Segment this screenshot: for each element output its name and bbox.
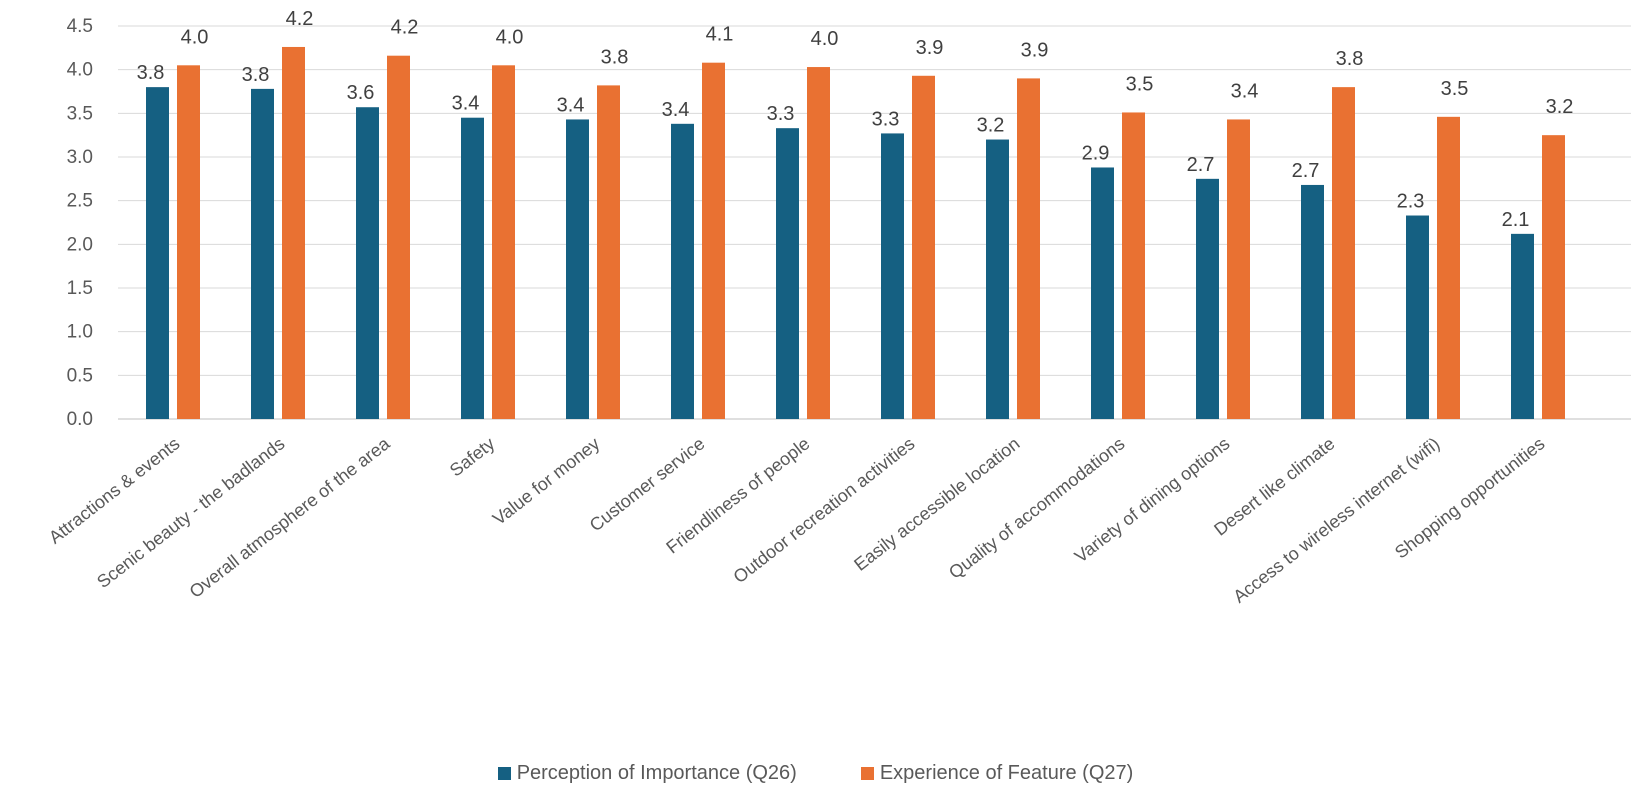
data-label-experience: 3.2 — [1546, 96, 1574, 118]
x-tick-label: Quality of accommodations — [945, 433, 1128, 582]
bar-importance — [776, 128, 799, 419]
data-label-experience: 3.9 — [916, 37, 944, 59]
bar-experience — [597, 85, 620, 420]
y-tick-label: 1.5 — [67, 278, 93, 299]
y-axis: 0.0 0.5 1.0 1.5 2.0 2.5 3.0 3.5 4.0 4.5 — [67, 16, 93, 430]
bar-experience — [1437, 116, 1460, 420]
bar-importance — [356, 107, 379, 419]
data-label-importance: 2.1 — [1502, 209, 1530, 231]
legend-label-importance: Perception of Importance (Q26) — [516, 762, 797, 784]
bar-importance — [566, 119, 589, 420]
data-label-importance: 3.3 — [767, 103, 795, 125]
legend-item-importance: Perception of Importance (Q26) — [497, 762, 797, 785]
data-label-importance: 2.9 — [1082, 142, 1110, 164]
x-tick-label: Access to wireless internet (wifi) — [1229, 433, 1443, 606]
data-label-importance: 2.7 — [1292, 160, 1320, 182]
bar-experience — [177, 65, 200, 420]
bar-experience — [1332, 87, 1355, 419]
bar-experience — [1227, 119, 1250, 420]
y-tick-label: 3.0 — [67, 147, 93, 168]
bar-importance — [881, 133, 904, 420]
bar-experience — [1122, 112, 1145, 420]
data-label-importance: 3.8 — [137, 62, 165, 84]
bar-experience — [282, 46, 305, 420]
data-label-experience: 3.9 — [1021, 39, 1049, 61]
bar-importance — [461, 117, 484, 419]
data-label-importance: 2.3 — [1397, 191, 1425, 213]
gridlines — [118, 25, 1631, 420]
x-tick-label: Scenic beauty - the badlands — [93, 433, 288, 592]
bar-importance — [671, 123, 694, 420]
bars — [146, 46, 1565, 420]
data-label-importance: 3.3 — [872, 108, 900, 130]
bar-importance — [251, 88, 274, 419]
bar-experience — [1017, 78, 1040, 420]
data-label-experience: 4.2 — [391, 17, 419, 39]
x-tick-label: Easily accessible location — [850, 433, 1023, 574]
data-labels: 3.8 4.0 3.8 4.2 3.6 4.2 3.4 4.0 3.4 3.8 3.4 4.1 3.3 4… — [137, 8, 1574, 231]
data-label-importance: 3.2 — [977, 115, 1005, 137]
bar-importance — [146, 87, 169, 419]
data-label-importance: 3.6 — [347, 82, 375, 104]
bar-importance — [1406, 215, 1429, 419]
bar-experience — [1542, 135, 1565, 419]
bar-importance — [1511, 233, 1534, 419]
data-label-experience: 4.2 — [286, 8, 314, 30]
y-tick-label: 1.0 — [67, 322, 93, 343]
legend-swatch-experience — [860, 767, 874, 780]
bar-experience — [807, 67, 830, 420]
bar-experience — [387, 55, 410, 420]
y-tick-label: 0.0 — [67, 409, 93, 430]
data-label-experience: 3.4 — [1231, 80, 1259, 102]
y-tick-label: 2.5 — [67, 191, 93, 212]
data-label-experience: 3.5 — [1126, 73, 1154, 95]
data-label-experience: 4.1 — [706, 24, 734, 46]
data-label-importance: 3.8 — [242, 64, 270, 86]
legend-item-experience: Experience of Feature (Q27) — [860, 762, 1134, 785]
x-tick-label: Safety — [446, 433, 499, 480]
bar-experience — [912, 75, 935, 419]
bar-importance — [1301, 184, 1324, 419]
data-label-experience: 4.0 — [811, 28, 839, 50]
data-label-importance: 3.4 — [557, 94, 585, 116]
x-tick-label: Value for money — [489, 433, 604, 529]
y-tick-label: 0.5 — [67, 365, 93, 386]
bar-experience — [702, 62, 725, 420]
bar-importance — [986, 139, 1009, 420]
data-label-importance: 3.4 — [452, 93, 480, 115]
x-tick-label: Overall atmosphere of the area — [186, 433, 395, 602]
bar-importance — [1196, 178, 1219, 419]
data-label-experience: 3.8 — [1336, 48, 1364, 70]
data-label-experience: 3.5 — [1441, 78, 1469, 100]
y-tick-label: 2.0 — [67, 234, 93, 255]
y-tick-label: 4.5 — [67, 16, 93, 37]
data-label-experience: 4.0 — [181, 26, 209, 48]
legend-label-experience: Experience of Feature (Q27) — [879, 762, 1134, 784]
legend: Perception of Importance (Q26) Experienc… — [0, 762, 1631, 785]
data-label-experience: 3.8 — [601, 46, 629, 68]
bar-experience — [492, 65, 515, 420]
data-label-importance: 2.7 — [1187, 154, 1215, 176]
y-tick-label: 3.5 — [67, 103, 93, 124]
bar-importance — [1091, 167, 1114, 419]
x-tick-label: Outdoor recreation activities — [730, 433, 919, 587]
y-tick-label: 4.0 — [67, 60, 93, 81]
data-label-experience: 4.0 — [496, 26, 524, 48]
data-label-importance: 3.4 — [662, 99, 690, 121]
legend-swatch-importance — [497, 767, 511, 780]
